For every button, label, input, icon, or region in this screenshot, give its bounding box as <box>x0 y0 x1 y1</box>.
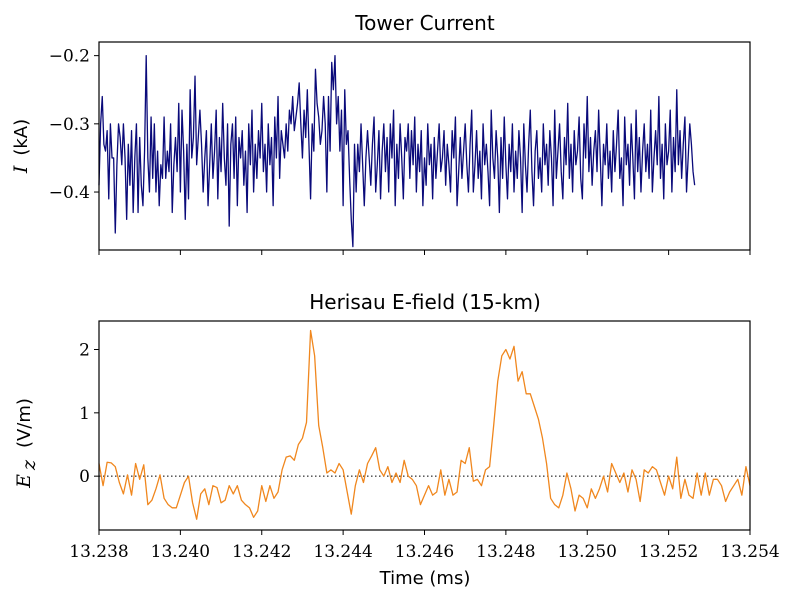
e-field-y-symbol: E <box>13 474 35 489</box>
e-field-y-label: E z (V/m) <box>13 398 40 489</box>
e-field-y-ticks: 0 1 2 <box>79 341 99 487</box>
x-axis-label: Time (ms) <box>379 568 471 589</box>
e-field-frame <box>98 320 751 531</box>
e-field-y-subscript: z <box>18 459 40 471</box>
tower-current-y-symbol: I <box>10 165 32 174</box>
e-field-plot-area <box>98 329 751 520</box>
e-field-x-tick-label: 13.254 <box>720 542 779 562</box>
tower-current-plot-area <box>98 54 696 248</box>
e-field-x-tick-label: 13.244 <box>313 542 372 562</box>
tower-current-x-ticks <box>98 250 751 255</box>
e-field-x-tick-label: 13.242 <box>232 542 291 562</box>
e-field-y-unit: (V/m) <box>14 398 35 448</box>
e-field-y-tick-label: 0 <box>79 467 90 487</box>
e-field-x-tick-label: 13.238 <box>69 542 128 562</box>
e-field-x-tick-label: 13.246 <box>395 542 454 562</box>
tower-current-y-label: I (kA) <box>10 119 32 174</box>
e-field-x-ticks: 13.238 13.240 13.242 13.244 13.246 13.248 13.2… <box>69 530 780 562</box>
tower-current-series-line <box>98 54 696 248</box>
tower-current-y-tick-label: −0.2 <box>49 47 90 67</box>
tower-current-y-ticks: −0.4 −0.3 −0.2 <box>49 47 99 203</box>
tower-current-y-unit: (kA) <box>11 119 32 156</box>
e-field-x-tick-label: 13.248 <box>476 542 535 562</box>
tower-current-y-tick-label: −0.3 <box>49 115 90 135</box>
e-field-series-line <box>98 329 751 520</box>
e-field-x-tick-label: 13.250 <box>558 542 617 562</box>
e-field-y-tick-label: 2 <box>79 341 90 361</box>
e-field-y-tick-label: 1 <box>79 404 90 424</box>
e-field-title: Herisau E-field (15-km) <box>309 290 541 314</box>
e-field-x-tick-label: 13.240 <box>151 542 210 562</box>
e-field-x-tick-label: 13.252 <box>639 542 698 562</box>
e-field-panel: Herisau E-field (15-km) 0 1 2 13.238 13.240… <box>13 290 780 589</box>
tower-current-panel: Tower Current −0.4 −0.3 −0.2 I (kA) <box>10 11 751 255</box>
tower-current-title: Tower Current <box>354 11 495 35</box>
tower-current-y-tick-label: −0.4 <box>49 183 90 203</box>
